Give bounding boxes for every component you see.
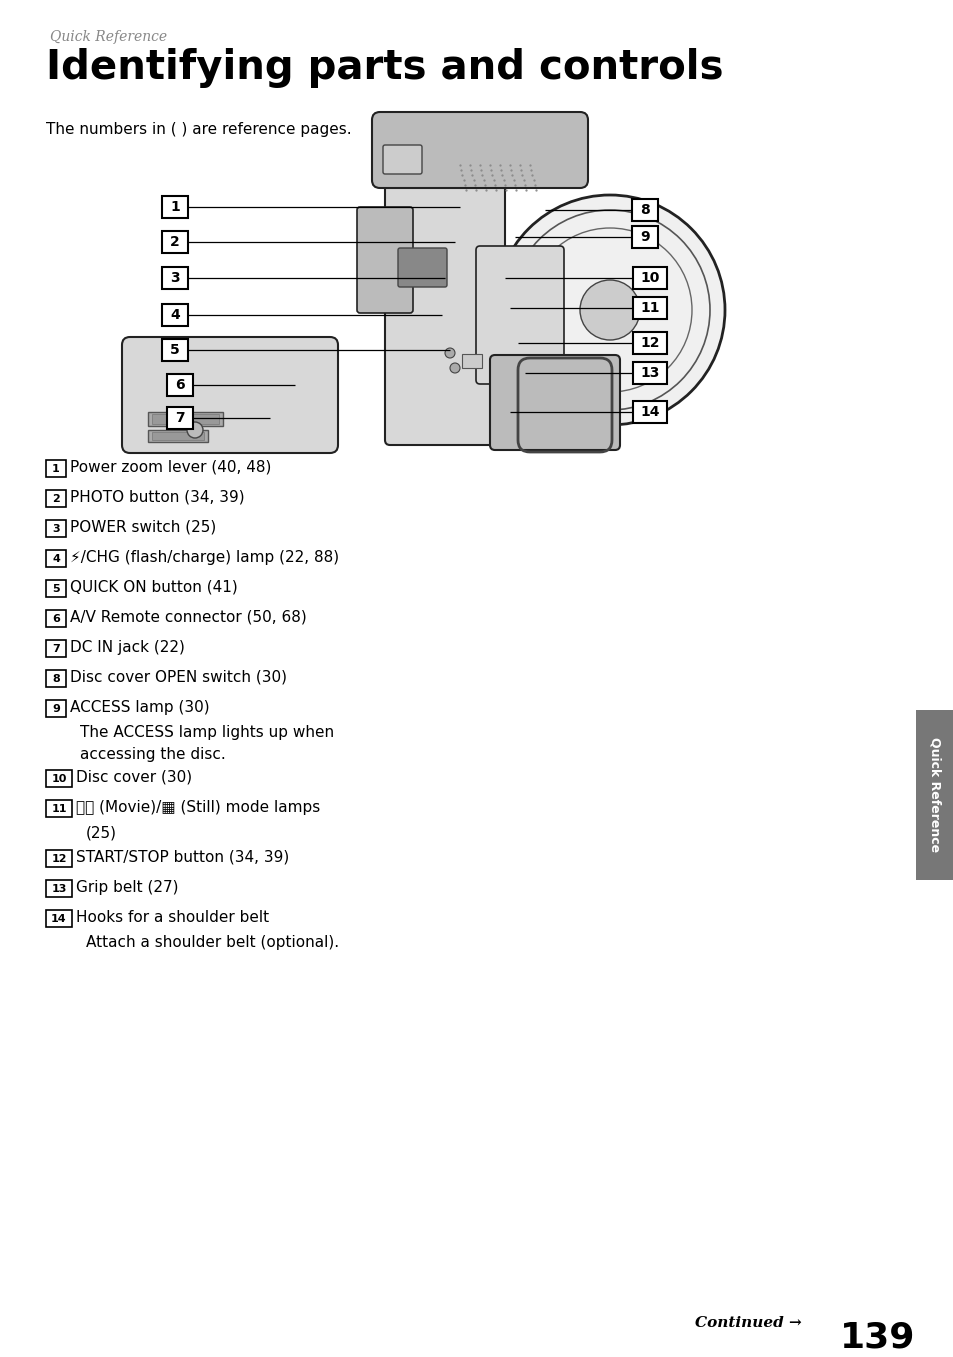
Text: 6: 6 <box>52 613 60 623</box>
Bar <box>633 267 666 289</box>
Text: 11: 11 <box>639 301 659 315</box>
Text: 6: 6 <box>175 379 185 392</box>
Bar <box>46 849 71 867</box>
Bar <box>46 520 66 537</box>
Text: PHOTO button (34, 39): PHOTO button (34, 39) <box>70 490 244 505</box>
Text: Quick Reference: Quick Reference <box>927 737 941 852</box>
Bar <box>915 710 953 879</box>
Text: Hooks for a shoulder belt: Hooks for a shoulder belt <box>76 911 269 925</box>
Text: A/V Remote connector (50, 68): A/V Remote connector (50, 68) <box>70 611 307 626</box>
Text: 13: 13 <box>639 366 659 380</box>
Text: 4: 4 <box>52 554 60 563</box>
Bar <box>152 414 219 423</box>
Text: (25): (25) <box>86 825 117 840</box>
Bar <box>162 231 188 252</box>
Text: POWER switch (25): POWER switch (25) <box>70 520 216 535</box>
Text: Continued →: Continued → <box>695 1316 801 1330</box>
Text: 139: 139 <box>840 1320 915 1354</box>
FancyBboxPatch shape <box>476 246 563 384</box>
Bar <box>633 332 666 354</box>
Text: START/STOP button (34, 39): START/STOP button (34, 39) <box>76 849 289 864</box>
Text: 7: 7 <box>52 643 60 654</box>
FancyBboxPatch shape <box>372 113 587 189</box>
Circle shape <box>579 280 639 341</box>
Bar <box>162 339 188 361</box>
Text: 8: 8 <box>52 673 60 684</box>
Bar <box>46 700 66 716</box>
Text: 12: 12 <box>51 854 67 863</box>
Bar <box>162 195 188 218</box>
Text: 5: 5 <box>170 343 180 357</box>
Text: QUICK ON button (41): QUICK ON button (41) <box>70 579 237 594</box>
Text: 3: 3 <box>52 524 60 533</box>
FancyBboxPatch shape <box>385 175 504 445</box>
Text: Identifying parts and controls: Identifying parts and controls <box>46 47 722 88</box>
Bar <box>162 304 188 326</box>
Bar <box>633 362 666 384</box>
FancyBboxPatch shape <box>356 208 413 313</box>
Text: 7: 7 <box>175 411 185 425</box>
FancyBboxPatch shape <box>397 248 447 286</box>
Text: 11: 11 <box>51 803 67 813</box>
Bar <box>46 641 66 657</box>
Text: ⚡/CHG (flash/charge) lamp (22, 88): ⚡/CHG (flash/charge) lamp (22, 88) <box>70 550 338 565</box>
Text: Quick Reference: Quick Reference <box>50 30 167 43</box>
Text: 1: 1 <box>52 464 60 474</box>
Bar <box>46 879 71 897</box>
Text: 14: 14 <box>639 404 659 419</box>
Text: 5: 5 <box>52 584 60 593</box>
Bar <box>46 460 66 478</box>
Text: Grip belt (27): Grip belt (27) <box>76 879 178 896</box>
Text: ⬛⬛ (Movie)/▦ (Still) mode lamps: ⬛⬛ (Movie)/▦ (Still) mode lamps <box>76 801 320 816</box>
Bar <box>167 375 193 396</box>
Bar <box>148 430 208 442</box>
Text: Disc cover (30): Disc cover (30) <box>76 769 192 784</box>
Bar <box>461 354 481 368</box>
Text: 9: 9 <box>52 703 60 714</box>
Bar <box>46 579 66 597</box>
Bar <box>631 227 658 248</box>
Text: 9: 9 <box>639 229 649 244</box>
FancyBboxPatch shape <box>490 356 619 451</box>
Text: 4: 4 <box>170 308 180 322</box>
Text: 10: 10 <box>639 271 659 285</box>
FancyBboxPatch shape <box>122 337 337 453</box>
Bar <box>148 413 223 426</box>
Text: 12: 12 <box>639 337 659 350</box>
Bar <box>46 801 71 817</box>
Text: 1: 1 <box>170 199 180 214</box>
Text: 3: 3 <box>170 271 179 285</box>
Bar <box>46 550 66 567</box>
Bar <box>167 407 193 429</box>
Circle shape <box>444 347 455 358</box>
Circle shape <box>187 422 203 438</box>
Text: Power zoom lever (40, 48): Power zoom lever (40, 48) <box>70 460 271 475</box>
Bar <box>633 297 666 319</box>
Bar <box>46 911 71 927</box>
Bar <box>46 769 71 787</box>
Text: Attach a shoulder belt (optional).: Attach a shoulder belt (optional). <box>86 935 338 950</box>
Bar <box>46 670 66 687</box>
Text: 2: 2 <box>52 494 60 503</box>
Bar <box>631 199 658 221</box>
Text: ACCESS lamp (30): ACCESS lamp (30) <box>70 700 210 715</box>
Bar <box>152 432 204 440</box>
Text: 10: 10 <box>51 773 67 783</box>
Text: 8: 8 <box>639 204 649 217</box>
Text: 13: 13 <box>51 883 67 893</box>
Text: 14: 14 <box>51 913 67 924</box>
Bar <box>162 267 188 289</box>
FancyBboxPatch shape <box>382 145 421 174</box>
Text: Disc cover OPEN switch (30): Disc cover OPEN switch (30) <box>70 670 287 685</box>
Text: 2: 2 <box>170 235 180 248</box>
Bar <box>633 402 666 423</box>
Circle shape <box>495 195 724 425</box>
Bar <box>46 611 66 627</box>
Text: The ACCESS lamp lights up when
accessing the disc.: The ACCESS lamp lights up when accessing… <box>80 725 334 763</box>
Text: The numbers in ( ) are reference pages.: The numbers in ( ) are reference pages. <box>46 122 352 137</box>
Circle shape <box>450 364 459 373</box>
Bar <box>46 490 66 508</box>
Text: DC IN jack (22): DC IN jack (22) <box>70 641 185 655</box>
